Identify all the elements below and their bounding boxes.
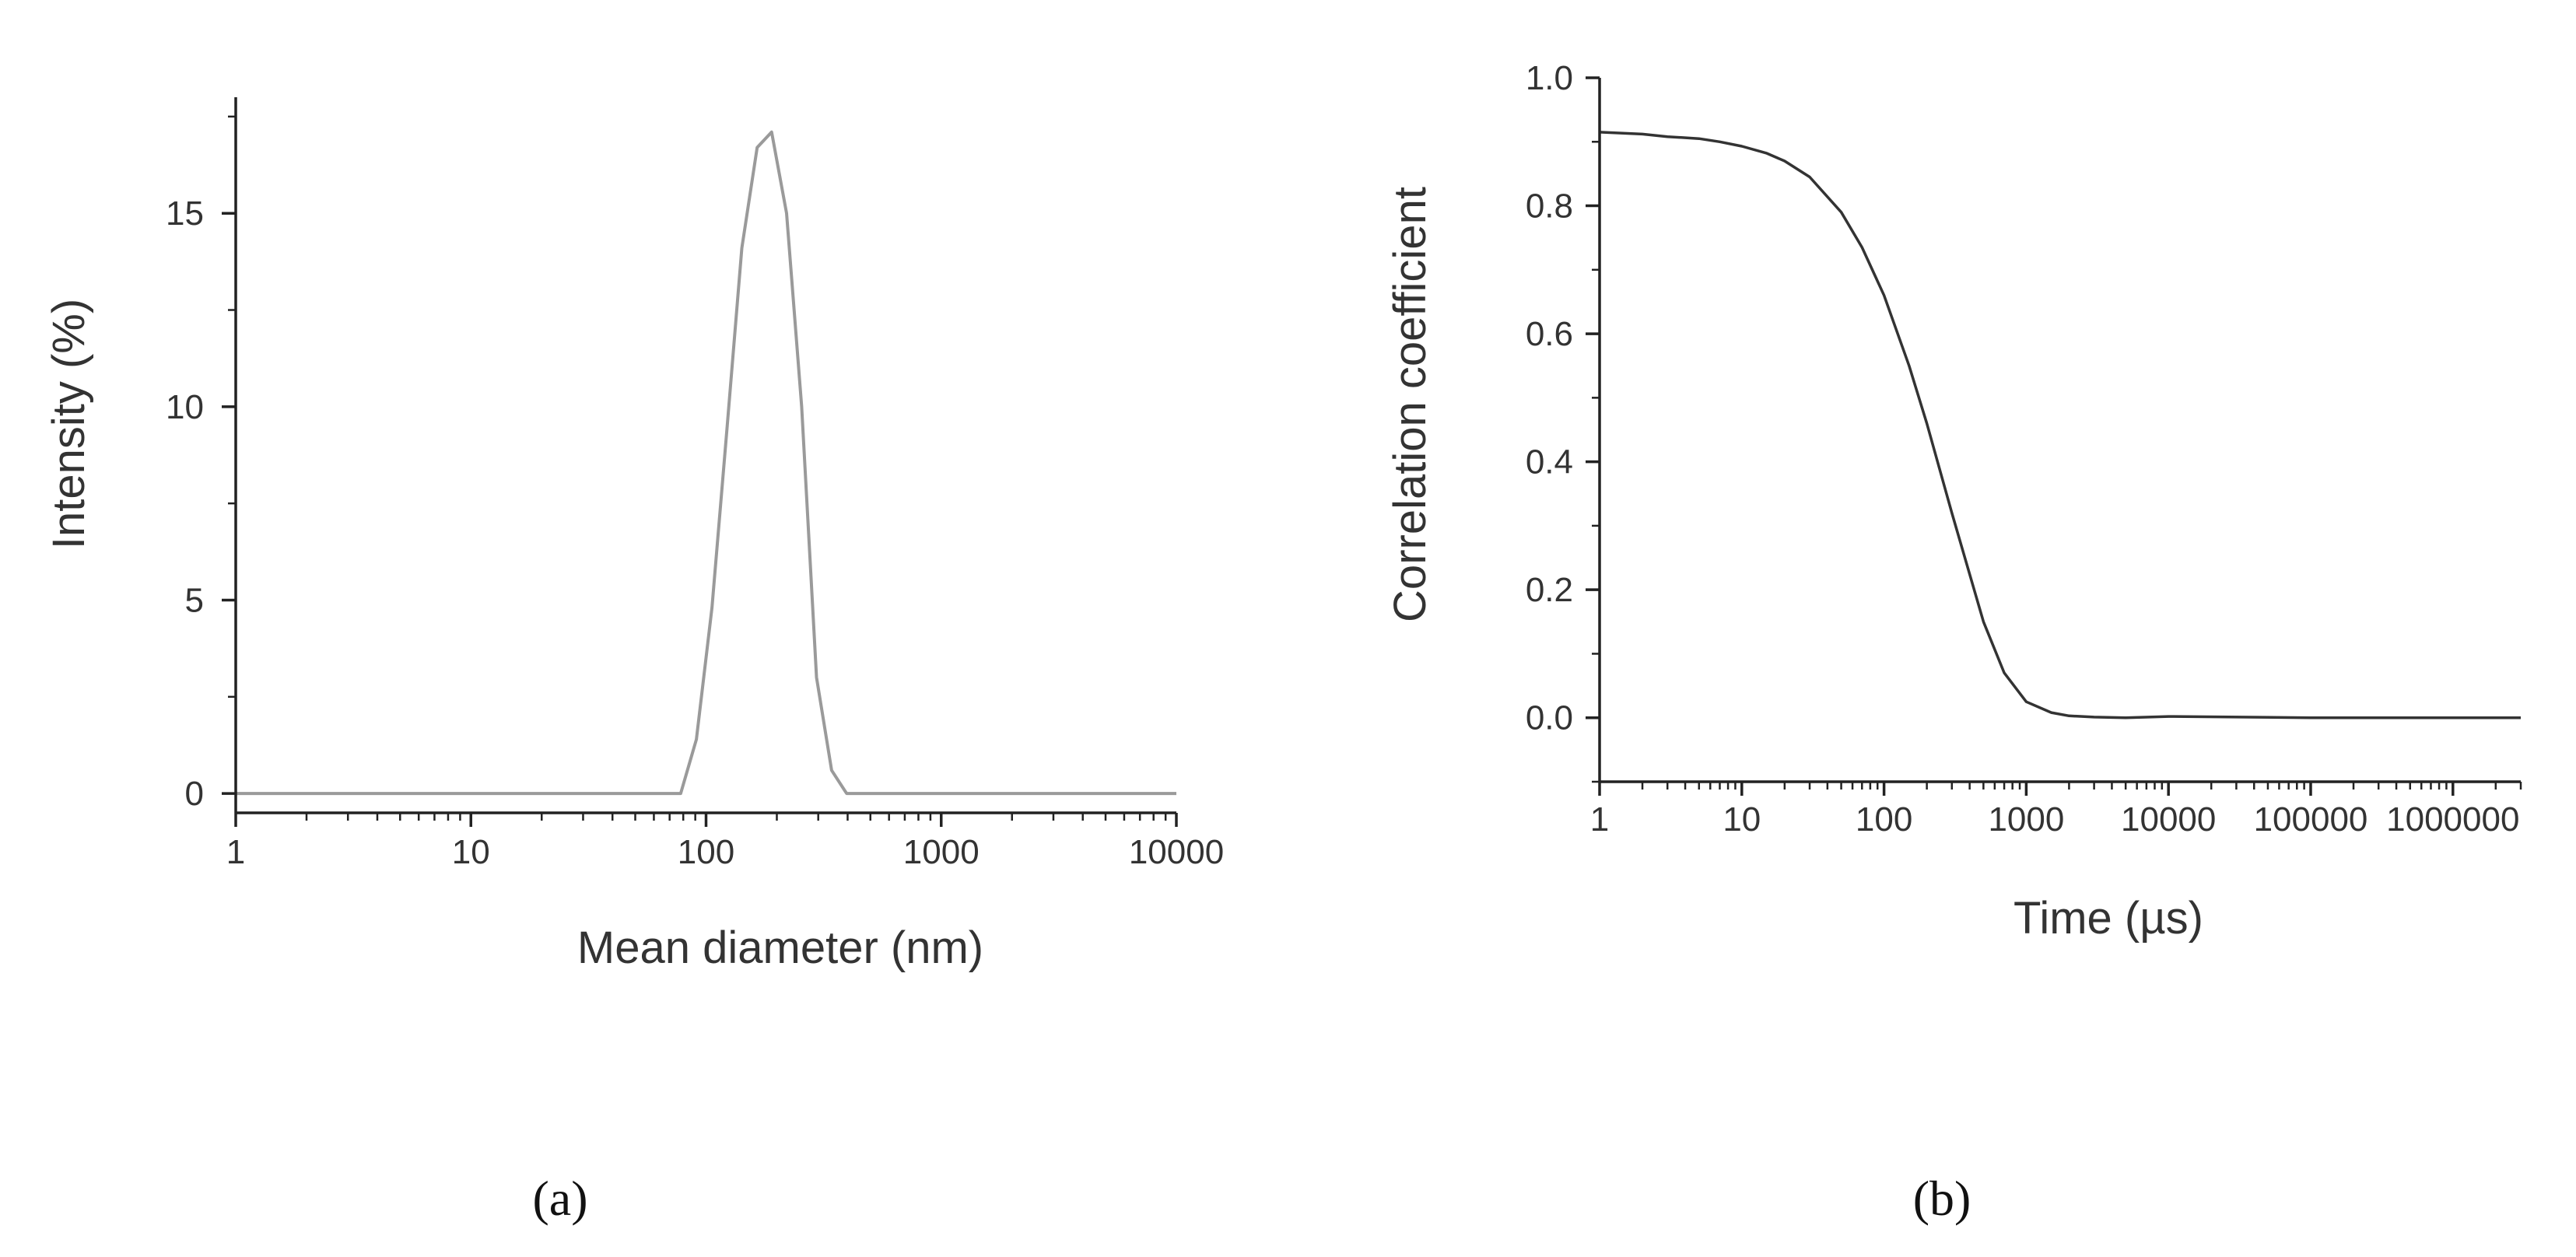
y-tick-label: 0.0	[1526, 699, 1573, 737]
panel-label-a: (a)	[532, 1171, 587, 1226]
chart-b-x-axis-label: Time (µs)	[2013, 893, 2203, 944]
x-tick-label: 10	[452, 833, 490, 871]
chart-a-y-axis-label: Intensity (%)	[44, 299, 94, 549]
y-tick-label: 5	[185, 581, 204, 619]
y-tick-label: 0.4	[1526, 443, 1573, 481]
x-tick-label: 100	[1856, 800, 1912, 839]
chart-a-intensity-distribution: 1 10 100 1000 10000 0 5 10 15 Mean diameter (nm)…	[44, 97, 1224, 973]
y-tick-label: 0	[185, 775, 204, 813]
panel-label-b: (b)	[1913, 1171, 1971, 1226]
x-tick-label: 1	[226, 833, 245, 871]
chart-b-series-line	[1599, 131, 2521, 720]
x-tick-label: 10000	[2121, 800, 2216, 839]
x-tick-label: 1000000	[2386, 800, 2519, 839]
chart-a-series-line	[236, 130, 1176, 796]
x-tick-label: 100	[678, 833, 734, 871]
y-tick-label: 0.6	[1526, 315, 1573, 353]
y-tick-label: 0.2	[1526, 571, 1573, 609]
chart-a-x-axis-label: Mean diameter (nm)	[577, 923, 983, 973]
x-tick-label: 1000	[903, 833, 980, 871]
x-tick-label: 10	[1723, 800, 1761, 839]
x-tick-label: 10000	[1129, 833, 1224, 871]
x-tick-label: 1	[1590, 800, 1609, 839]
y-tick-label: 0.8	[1526, 187, 1573, 226]
y-tick-label: 10	[166, 388, 204, 426]
chart-b-correlation-function: 1 10 100 1000 10000 100000 1000000 0.0 0.2 0.4 0.6…	[1385, 59, 2522, 944]
y-tick-label: 15	[166, 194, 204, 233]
y-tick-label: 1.0	[1526, 59, 1573, 97]
x-tick-label: 1000	[1988, 800, 2064, 839]
chart-b-y-axis-label: Correlation coefficient	[1385, 187, 1435, 622]
x-tick-label: 100000	[2254, 800, 2368, 839]
